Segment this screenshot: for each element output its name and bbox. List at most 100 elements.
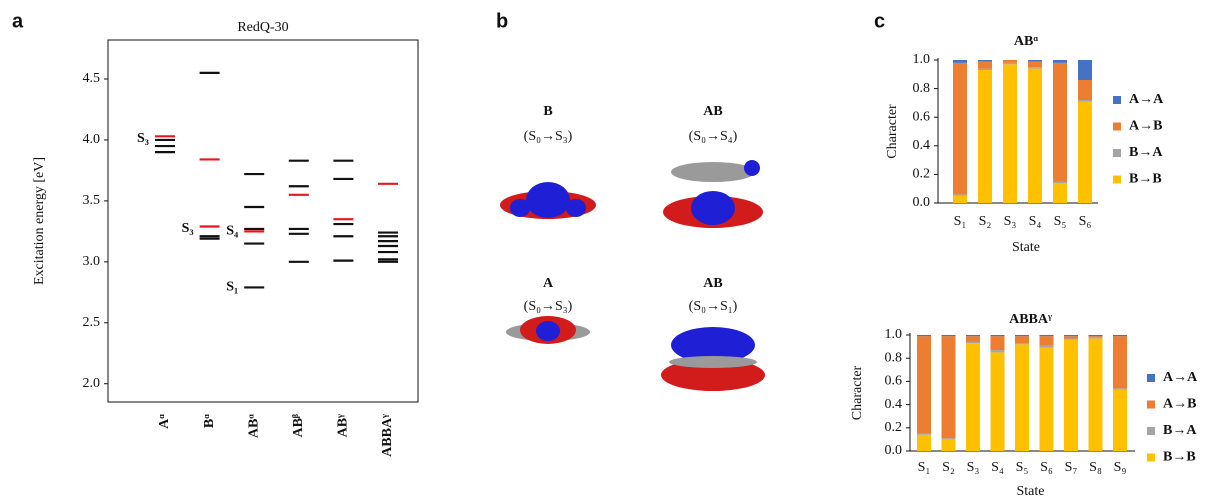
bar-segment [1113, 335, 1127, 336]
bar-segment [1003, 60, 1017, 63]
bar-segment [1028, 61, 1042, 67]
y-tick-label: 0.8 [885, 350, 903, 365]
orbital-title: AB [703, 276, 722, 291]
bar-segment [1113, 336, 1127, 388]
x-tick-label: S₂ [942, 460, 955, 475]
bar-segment [1078, 80, 1092, 100]
bar-segment [1064, 335, 1078, 336]
orbital-transition: (S₀→S₃) [524, 129, 573, 144]
bar-segment [953, 196, 967, 203]
y-tick-label: 0.0 [913, 195, 931, 210]
y-tick-label: 1.0 [913, 52, 931, 67]
bar-segment [991, 352, 1005, 451]
state-annotation: S₁ [226, 280, 238, 295]
bar-segment [942, 336, 956, 438]
bar-segment [1015, 344, 1029, 451]
bar-segment [942, 335, 956, 336]
bar-segment [1003, 63, 1017, 64]
bar-segment [966, 336, 980, 342]
bar-segment [917, 434, 931, 435]
x-tick-label: ABᵅ [246, 414, 261, 438]
bar-segment [1028, 69, 1042, 203]
legend-swatch [1113, 149, 1121, 157]
chart-title: ABᵅ [1014, 34, 1038, 49]
bar-segment [1040, 335, 1054, 336]
bar-segment [1078, 100, 1092, 101]
bar-segment [991, 335, 1005, 336]
bar-segment [1015, 343, 1029, 344]
bar-segment [1028, 60, 1042, 61]
orbital-ab-s1 [661, 327, 765, 391]
y-tick-label: 0.0 [885, 443, 903, 458]
y-tick-label: 3.5 [83, 193, 101, 208]
legend-label: B→A [1163, 423, 1197, 438]
x-tick-label: Bᵅ [202, 414, 217, 428]
bar-segment [1053, 63, 1067, 182]
y-tick-label: 0.2 [913, 167, 931, 182]
orbital-transition: (S₀→S₁) [689, 299, 738, 314]
bar-segment [991, 350, 1005, 352]
chart-title: RedQ-30 [237, 20, 288, 35]
x-tick-label: ABᵝ [291, 414, 306, 438]
bar-segment [1053, 60, 1067, 63]
bar-segment [1089, 338, 1103, 451]
y-tick-label: 2.0 [83, 376, 101, 391]
legend-swatch [1113, 96, 1121, 104]
bar-segment [1089, 336, 1103, 337]
bar-segment [978, 61, 992, 68]
orbital-title: A [543, 276, 554, 291]
bar-segment [1064, 340, 1078, 451]
orbital-b [500, 182, 596, 219]
legend-label: B→A [1129, 145, 1163, 160]
orbital-ab-s4 [663, 160, 763, 228]
x-tick-label: ABBAᵞ [380, 414, 395, 457]
x-tick-label: S₅ [1016, 460, 1029, 475]
legend-label: A→B [1129, 119, 1162, 134]
bar-segment [1040, 348, 1054, 451]
bar-segment [953, 63, 967, 195]
y-tick-label: 0.4 [885, 397, 903, 412]
orbital-title: B [543, 104, 552, 119]
y-tick-label: 0.6 [913, 109, 931, 124]
x-tick-label: S₃ [967, 460, 980, 475]
legend-label: A→A [1129, 92, 1164, 107]
legend-label: B→B [1163, 450, 1196, 465]
panel-label: c [874, 10, 885, 32]
x-tick-label: ABᵞ [336, 414, 351, 437]
bar-segment [1064, 336, 1078, 338]
bar-segment [1113, 390, 1127, 451]
bar-segment [942, 439, 956, 451]
x-tick-label: S₁ [954, 214, 967, 229]
x-tick-label: S₂ [979, 214, 992, 229]
x-tick-label: S₄ [991, 460, 1004, 475]
bar-segment [917, 435, 931, 451]
state-annotation: S₄ [226, 224, 239, 239]
orbital-transition: (S₀→S₄) [689, 129, 738, 144]
bar-segment [1089, 337, 1103, 338]
y-tick-label: 2.5 [83, 315, 101, 330]
bar-segment [991, 336, 1005, 350]
legend-swatch [1147, 427, 1155, 435]
bar-segment [966, 335, 980, 336]
bar-segment [978, 70, 992, 203]
x-tick-label: S₆ [1040, 460, 1053, 475]
bar-segment [1040, 336, 1054, 345]
y-axis-label: Excitation energy [eV] [32, 157, 47, 285]
legend-label: B→B [1129, 172, 1162, 187]
bar-segment [1053, 182, 1067, 183]
bar-segment [978, 60, 992, 61]
orbital-title: AB [703, 104, 722, 119]
x-tick-label: S₃ [1004, 214, 1017, 229]
bar-segment [1040, 345, 1054, 347]
bar-segment [1053, 183, 1067, 203]
y-tick-label: 4.0 [83, 132, 101, 147]
x-axis-label: State [1017, 484, 1045, 499]
y-tick-label: 0.2 [885, 420, 903, 435]
legend-label: A→A [1163, 370, 1198, 385]
y-tick-label: 0.4 [913, 138, 931, 153]
legend-swatch [1113, 176, 1121, 184]
bar-segment [942, 438, 956, 439]
y-tick-label: 1.0 [885, 327, 903, 342]
bar-segment [1113, 388, 1127, 389]
bar-segment [917, 336, 931, 433]
